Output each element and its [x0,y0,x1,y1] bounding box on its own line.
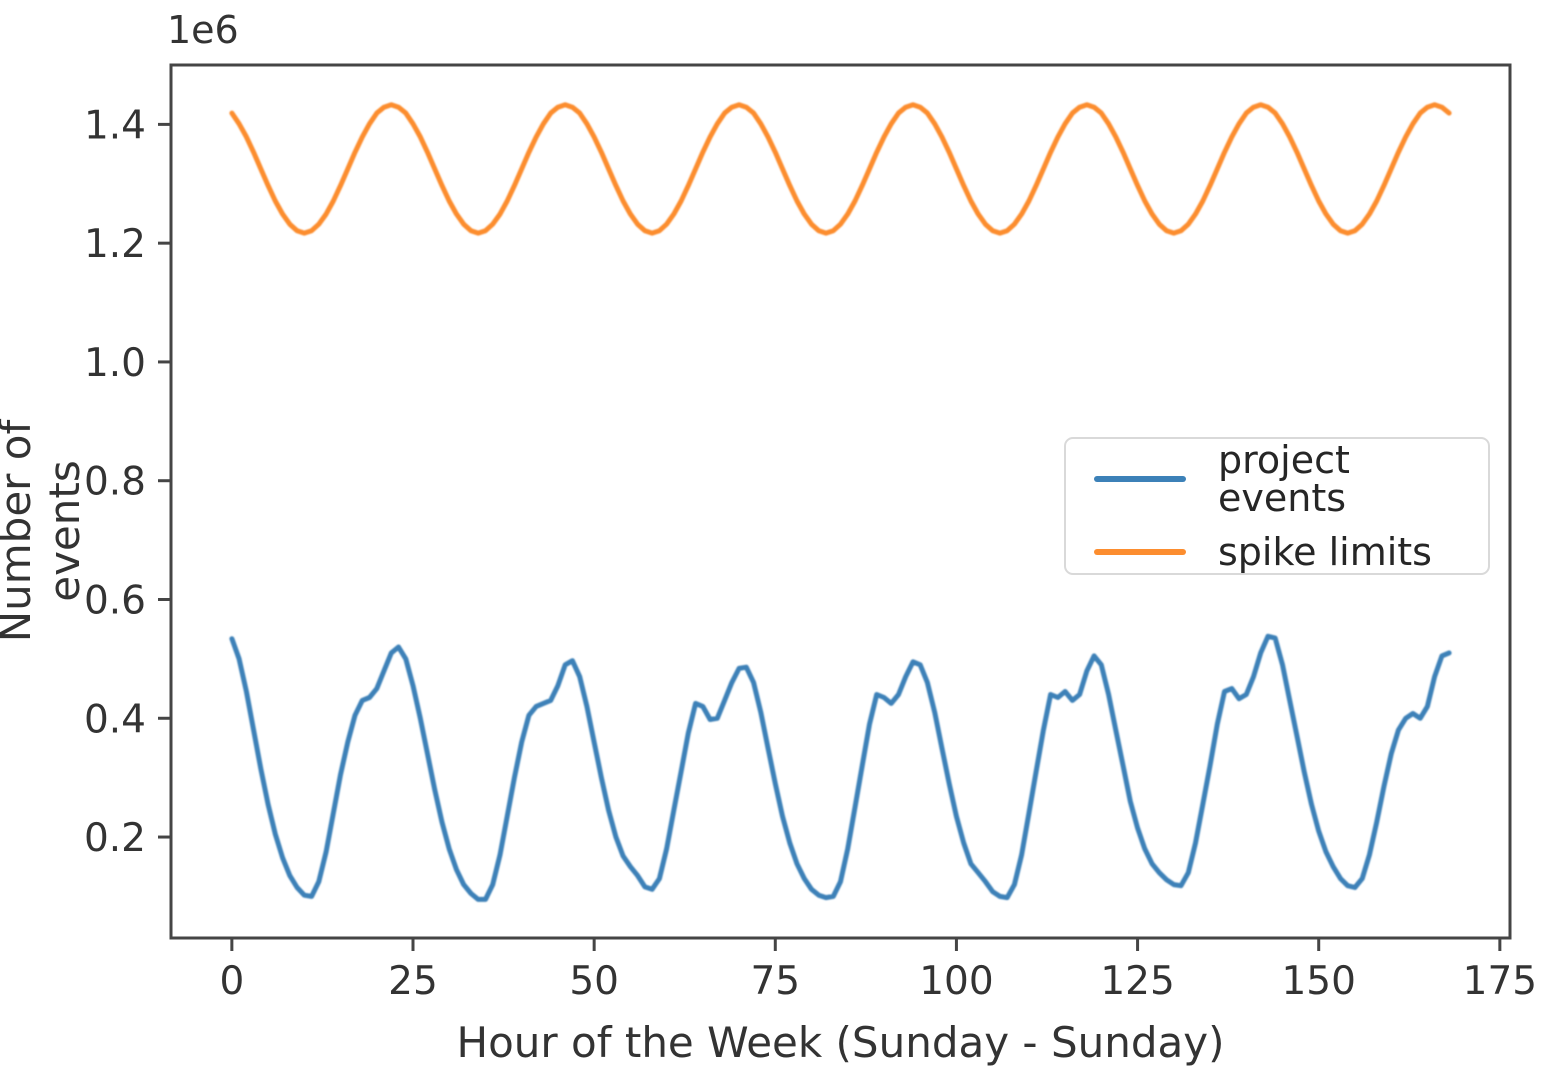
x-tick-label: 25 [388,959,438,1004]
legend-label-spike-limits: spike limits [1218,530,1432,574]
x-tick-label: 175 [1463,959,1537,1004]
line-project-events [229,633,1452,902]
plot-border [169,63,1512,940]
x-tick-label: 0 [219,959,244,1004]
y-axis-offset-text: 1e6 [167,8,239,52]
y-tick-label: 0.6 [84,578,146,623]
y-tick-label: 1.2 [84,222,146,267]
y-tick-label: 0.2 [84,816,146,861]
legend-swatch-project-events [1094,476,1186,482]
legend-item-project-events: project events [1094,441,1488,517]
x-tick-label: 100 [919,959,993,1004]
ticks-layer: 0 25 50 75 100 125 150 175 0.2 0.4 0.6 0.8 1.0 1.2 1.4 [84,103,1537,1004]
legend: project events spike limits [1064,437,1490,575]
y-tick-label: 1.0 [84,341,146,386]
x-tick-label: 50 [569,959,619,1004]
lines-layer [229,102,1452,902]
y-axis-label: Number of events [0,419,89,643]
x-tick-label: 150 [1281,959,1355,1004]
legend-label-project-events: project events [1218,438,1350,520]
y-tick-label: 1.4 [84,103,146,148]
line-spike-limits [229,102,1452,236]
y-tick-label: 0.4 [84,697,146,742]
x-tick-label: 125 [1100,959,1174,1004]
legend-swatch-spike-limits [1094,549,1186,555]
x-tick-label: 75 [750,959,800,1004]
legend-item-spike-limits: spike limits [1094,533,1488,571]
x-axis-label: Hour of the Week (Sunday - Sunday) [456,1018,1225,1067]
y-tick-label: 0.8 [84,460,146,505]
